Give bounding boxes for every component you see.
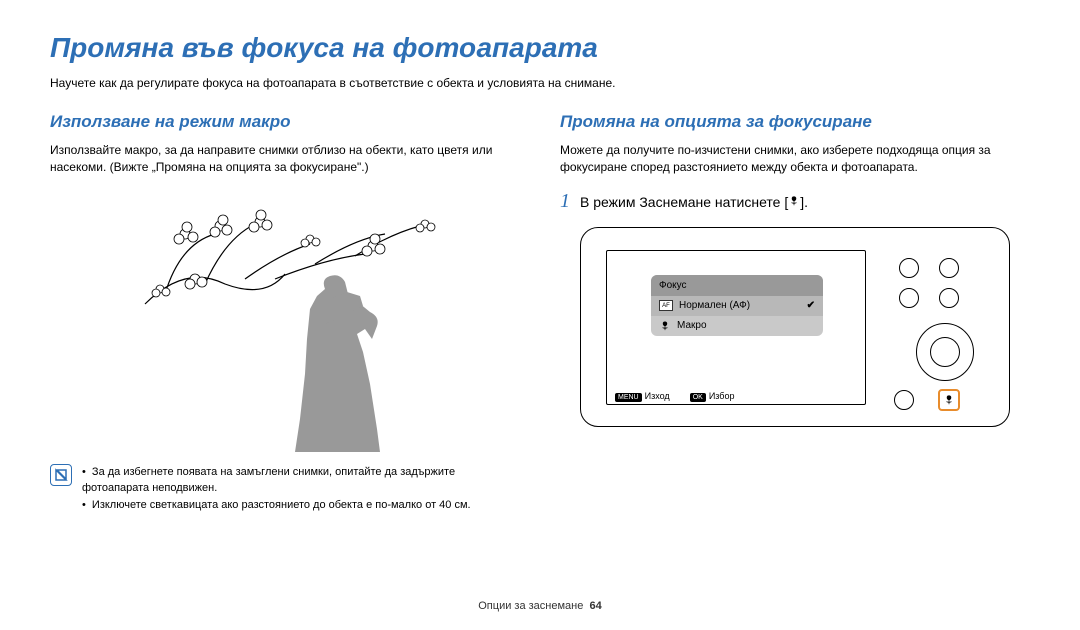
select-hint: OKИзбор — [690, 391, 735, 401]
focus-option-text: Можете да получите по-изчистени снимки, … — [560, 142, 1030, 176]
camera-button — [899, 258, 919, 278]
step-text-b: ]. — [800, 194, 808, 210]
macro-section-text: Използвайте макро, за да направите снимк… — [50, 142, 520, 176]
camera-button — [899, 288, 919, 308]
step-text-a: В режим Заснемане натиснете [ — [580, 194, 788, 210]
step-1: 1 В режим Заснемане натиснете []. — [560, 190, 1030, 213]
intro-text: Научете как да регулирате фокуса на фото… — [50, 76, 1030, 90]
camera-button — [939, 288, 959, 308]
camera-button — [939, 258, 959, 278]
info-icon — [50, 464, 72, 486]
checkmark-icon: ✔ — [807, 300, 815, 311]
note-box: За да избегнете появата на замъглени сни… — [50, 464, 520, 514]
ok-badge: OK — [690, 393, 706, 402]
macro-button-highlight — [938, 389, 960, 411]
camera-screen: Фокус AF Нормален (АФ) ✔ Макро MENUИзход… — [606, 250, 866, 405]
right-column: Промяна на опцията за фокусиране Можете … — [560, 112, 1030, 513]
macro-icon — [788, 195, 800, 207]
select-label: Избор — [709, 391, 735, 401]
step-number: 1 — [560, 190, 570, 213]
macro-icon — [659, 320, 671, 332]
menu-item-label: Нормален (АФ) — [679, 300, 750, 311]
left-column: Използване на режим макро Използвайте ма… — [50, 112, 520, 513]
page-title: Промяна във фокуса на фотоапарата — [50, 32, 1030, 64]
macro-illustration — [50, 184, 520, 454]
page-footer: Опции за заснемане 64 — [0, 600, 1080, 612]
screen-footer-bar: MENUИзход OKИзбор — [607, 388, 865, 404]
step-text: В режим Заснемане натиснете []. — [580, 194, 808, 210]
focus-menu-header: Фокус — [651, 275, 823, 296]
dpad-control — [916, 323, 974, 381]
page-number: 64 — [589, 600, 601, 612]
exit-label: Изход — [645, 391, 670, 401]
menu-item-label: Макро — [677, 320, 707, 331]
note-item: Изключете светкавицата ако разстоянието … — [82, 497, 520, 514]
camera-diagram: Фокус AF Нормален (АФ) ✔ Макро MENUИзход… — [580, 227, 1010, 427]
af-icon: AF — [659, 300, 673, 311]
macro-section-title: Използване на режим макро — [50, 112, 520, 132]
note-item: За да избегнете появата на замъглени сни… — [82, 464, 520, 497]
menu-item-normal-af[interactable]: AF Нормален (АФ) ✔ — [651, 296, 823, 316]
exit-hint: MENUИзход — [615, 391, 670, 401]
menu-item-macro[interactable]: Макро — [651, 316, 823, 336]
menu-badge: MENU — [615, 393, 642, 402]
note-list: За да избегнете появата на замъглени сни… — [82, 464, 520, 514]
footer-section: Опции за заснемане — [478, 600, 583, 612]
camera-button — [894, 390, 914, 410]
focus-menu-panel: Фокус AF Нормален (АФ) ✔ Макро — [651, 275, 823, 336]
two-column-layout: Използване на режим макро Използвайте ма… — [50, 112, 1030, 513]
focus-option-title: Промяна на опцията за фокусиране — [560, 112, 1030, 132]
